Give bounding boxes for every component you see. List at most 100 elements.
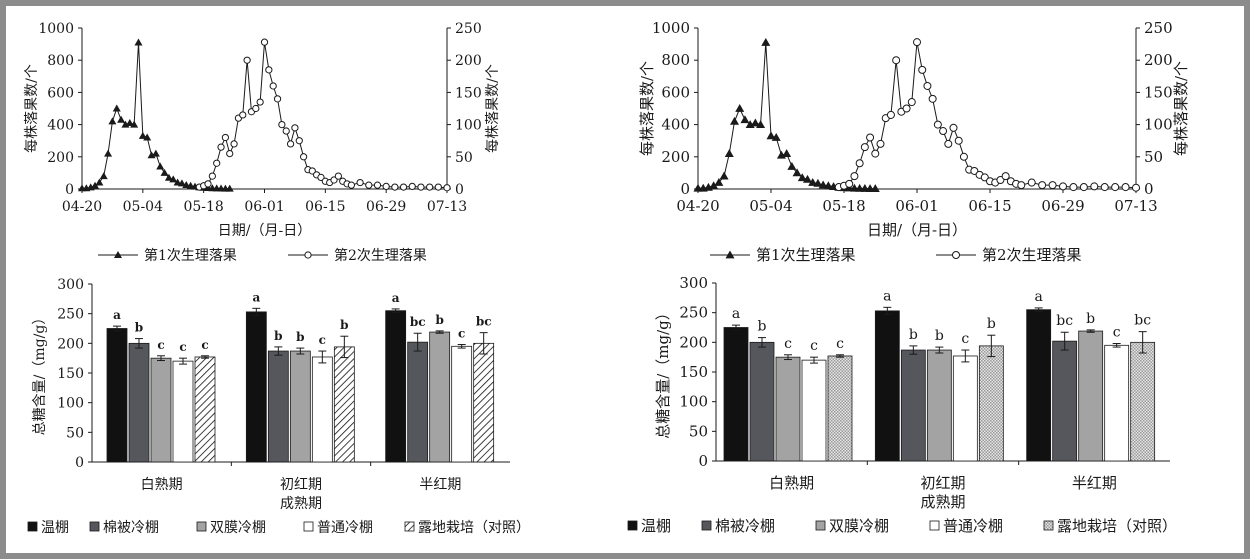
y-axis-title: 每株落果数/个 xyxy=(24,64,40,153)
series-2-point xyxy=(933,120,942,129)
y2-tick-label: 0 xyxy=(1144,180,1154,198)
x-tick-label: 06-29 xyxy=(1041,197,1084,215)
series-1-point xyxy=(766,131,776,140)
y-tick-label: 150 xyxy=(679,363,708,381)
legend-swatch-5 xyxy=(404,521,415,532)
x-tick-label: 05-04 xyxy=(123,199,163,215)
category-label: 半红期 xyxy=(1072,474,1117,492)
x-axis-title: 日期/（月-日） xyxy=(867,221,967,239)
series-1-point xyxy=(724,149,734,157)
bar-1 xyxy=(1026,309,1052,462)
series-2-point xyxy=(1131,183,1141,192)
series-1-point xyxy=(761,37,771,46)
series-2-point xyxy=(886,110,895,119)
significance-letter: c xyxy=(201,338,208,352)
series-2-point xyxy=(949,123,958,132)
bar-5 xyxy=(978,345,1004,462)
y-tick-label: 250 xyxy=(57,307,84,323)
y2-tick-label: 200 xyxy=(1144,51,1173,69)
series-1-point xyxy=(160,168,169,176)
legend-marker-2 xyxy=(951,250,961,260)
y2-tick-label: 250 xyxy=(455,21,482,37)
significance-letter: b xyxy=(758,319,767,335)
series-2-point xyxy=(892,56,901,65)
bar-1 xyxy=(723,327,749,462)
x-axis-title: 日期/（月-日） xyxy=(218,223,311,239)
series-2-point xyxy=(876,139,885,148)
series-1-point xyxy=(813,178,823,187)
y-tick-label: 800 xyxy=(47,53,74,69)
y-tick-label: 100 xyxy=(57,396,84,412)
legend-label-2: 第2次生理落果 xyxy=(334,247,427,264)
series-2-point xyxy=(282,127,290,135)
bar-3 xyxy=(775,356,801,462)
significance-letter: a xyxy=(252,290,260,304)
series-2-point xyxy=(286,140,295,148)
series-2-point xyxy=(299,153,308,161)
series-2-point xyxy=(382,182,390,191)
legend-marker-1 xyxy=(725,250,735,259)
series-1-point xyxy=(719,171,729,180)
series-2-point xyxy=(334,172,342,180)
significance-letter: c xyxy=(1113,325,1121,341)
significance-letter: c xyxy=(157,338,164,352)
series-1-point xyxy=(756,120,766,128)
series-2-point xyxy=(391,183,399,191)
series-1-point xyxy=(130,120,139,128)
series-1-point xyxy=(771,132,781,141)
series-2-point xyxy=(1079,183,1088,192)
series-2-point xyxy=(221,133,230,142)
bar-3 xyxy=(289,350,311,463)
y-tick-label: 0 xyxy=(75,455,84,471)
y-tick-label: 600 xyxy=(661,83,690,101)
series-2-point xyxy=(959,152,968,161)
significance-letter: bc xyxy=(1056,313,1073,329)
series-1-point xyxy=(750,118,760,127)
series-1-point xyxy=(104,149,113,157)
significance-letter: a xyxy=(732,306,740,322)
bar-2 xyxy=(267,350,289,463)
y-tick-label: 0 xyxy=(698,452,708,470)
bar-3 xyxy=(429,331,451,463)
series-2-point xyxy=(208,172,216,180)
legend-swatch-2 xyxy=(701,520,712,531)
y-tick-label: 50 xyxy=(689,422,708,440)
legend-label-2: 棉被冷棚 xyxy=(103,519,159,536)
significance-letter: bc xyxy=(476,315,492,329)
y-tick-label: 100 xyxy=(679,393,708,411)
series-2-point xyxy=(1058,182,1068,191)
series-1-point xyxy=(740,115,750,124)
x-tick-label: 05-18 xyxy=(822,197,865,215)
series-2-point xyxy=(204,180,212,188)
series-1-point xyxy=(225,184,234,192)
series-2-point xyxy=(855,159,864,168)
legend-label-4: 普通冷棚 xyxy=(317,520,373,536)
y2-tick-label: 100 xyxy=(455,118,482,134)
x-tick-label: 05-04 xyxy=(749,197,792,215)
series-2-point xyxy=(1090,182,1099,191)
legend-swatch-3 xyxy=(815,520,826,531)
y2-tick-label: 150 xyxy=(1144,83,1173,101)
legend-swatch-4 xyxy=(303,521,314,532)
category-label: 初红期 xyxy=(280,476,322,493)
series-2-point xyxy=(265,66,273,74)
bar-2 xyxy=(128,342,150,463)
x-tick-label: 06-01 xyxy=(895,197,938,215)
bar-2 xyxy=(749,341,775,462)
series-2-point xyxy=(425,183,434,191)
series-1-point xyxy=(818,180,828,189)
significance-letter: a xyxy=(883,288,891,304)
series-2-point xyxy=(260,38,269,46)
significance-letter: b xyxy=(135,321,143,335)
legend-swatch-5 xyxy=(1043,520,1054,531)
series-1-point xyxy=(95,178,104,186)
series-2-point xyxy=(907,98,916,107)
legend-label-2: 第2次生理落果 xyxy=(982,246,1082,264)
series-1-point xyxy=(156,162,165,170)
legend-swatch-3 xyxy=(196,521,207,532)
series-2-point xyxy=(944,139,953,148)
significance-letter: b xyxy=(435,313,443,327)
